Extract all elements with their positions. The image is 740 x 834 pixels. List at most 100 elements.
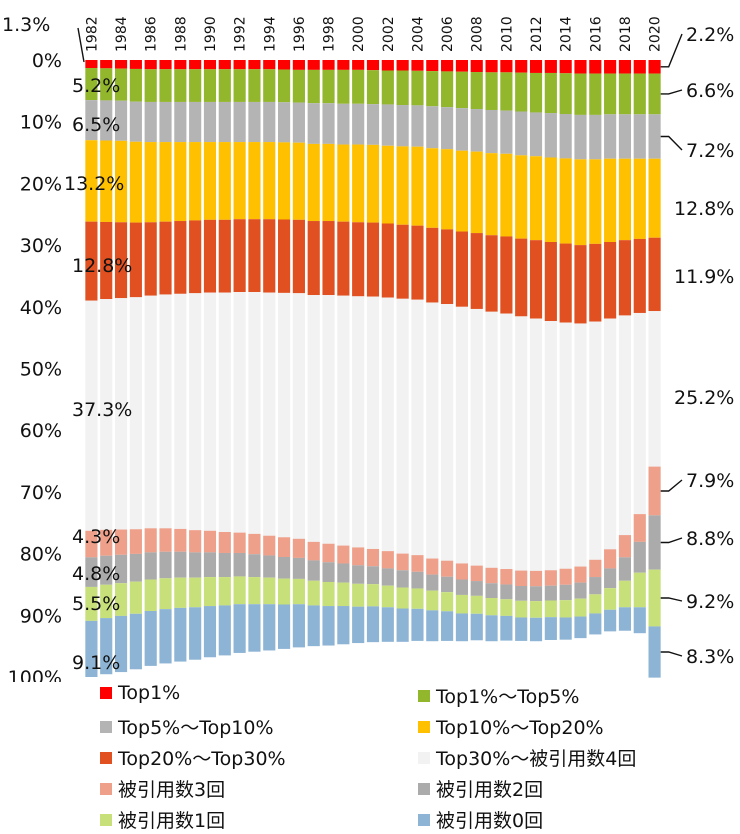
left-value-label: 4.8%	[72, 563, 120, 585]
bar-segment-1984-s2	[114, 100, 128, 141]
legend-label: Top30%～被引用数4回	[436, 748, 637, 770]
bar-segment-2018-s2	[618, 114, 632, 159]
x-tick-label: 2006	[440, 16, 456, 52]
legend-swatch	[100, 687, 112, 699]
bar-segment-1989-s0	[189, 60, 202, 70]
bar-segment-1994-s7	[263, 555, 276, 578]
bar-segment-2018-s4	[618, 240, 632, 316]
bar-segment-1987-s2	[159, 101, 172, 143]
legend-item: Top20%～Top30%	[100, 744, 286, 771]
right-value-label: 2.2%	[686, 24, 734, 46]
bar-segment-2002-s5	[381, 297, 394, 552]
bar-segment-2011-s0	[515, 60, 528, 73]
bar-segment-2012-s3	[529, 156, 543, 241]
bar-segment-2006-s2	[441, 107, 454, 150]
bar-segment-2011-s9	[515, 617, 528, 641]
bar-segment-1994-s4	[263, 219, 276, 293]
left-value-label: 6.5%	[72, 114, 120, 136]
bar-segment-1985-s4	[129, 222, 142, 298]
legend-swatch	[418, 751, 430, 764]
bar-segment-1995-s2	[278, 102, 291, 143]
bar-segment-2008-s1	[470, 72, 483, 110]
bar-segment-2015-s4	[574, 245, 587, 324]
bar-segment-2018-s8	[618, 580, 632, 608]
bar-segment-2017-s2	[604, 114, 617, 159]
bar-segment-2004-s1	[411, 70, 424, 106]
bar-segment-2007-s8	[455, 594, 468, 614]
legend-item: 被引用数0回	[418, 806, 543, 833]
bar-segment-1983-s8	[100, 584, 113, 619]
bar-segment-2010-s0	[500, 60, 513, 73]
bar-segment-1990-s7	[203, 552, 217, 578]
bar-segment-1994-s3	[263, 142, 276, 220]
x-tick-label: 2008	[470, 16, 486, 52]
bar-segment-2011-s6	[515, 570, 528, 586]
legend-label: 被引用数2回	[436, 779, 544, 801]
bar-segment-2016-s6	[589, 559, 602, 578]
leader-line-right	[660, 135, 683, 151]
left-value-label: 9.1%	[72, 652, 120, 674]
bar-segment-1983-s4	[100, 221, 113, 300]
bar-segment-1985-s1	[129, 68, 142, 102]
bar-segment-1998-s4	[322, 221, 335, 296]
bar-segment-2009-s7	[485, 583, 498, 599]
bar-segment-2014-s4	[559, 243, 572, 323]
bar-segment-2016-s9	[589, 613, 602, 635]
bar-segment-2000-s2	[352, 103, 365, 145]
bar-segment-1982-s3	[85, 140, 98, 222]
bar-segment-2008-s3	[470, 151, 483, 234]
bar-segment-1996-s7	[292, 557, 305, 579]
bar-segment-2016-s2	[589, 114, 602, 160]
bar-segment-2016-s1	[589, 73, 602, 115]
bar-segment-1992-s5	[233, 291, 246, 533]
bar-segment-2020-s0	[648, 60, 661, 74]
bar-segment-1989-s8	[189, 577, 202, 608]
bar-segment-2015-s9	[574, 616, 587, 639]
bar-segment-2009-s2	[485, 109, 498, 154]
bar-segment-1997-s5	[307, 295, 320, 542]
bar-segment-1990-s3	[203, 142, 217, 220]
bar-segment-1999-s0	[337, 60, 350, 70]
bar-segment-2004-s8	[411, 588, 424, 609]
bar-segment-1985-s7	[129, 553, 142, 582]
legend-label: Top5%～Top10%	[118, 717, 274, 739]
bar-segment-2003-s5	[396, 298, 409, 554]
bar-segment-1996-s3	[292, 142, 305, 220]
legend-swatch	[418, 720, 430, 733]
bar-segment-2007-s2	[455, 108, 468, 151]
bar-segment-1983-s1	[100, 68, 113, 101]
bar-segment-1986-s0	[144, 60, 157, 70]
bar-segment-1993-s0	[248, 60, 261, 70]
bar-segment-1994-s6	[263, 535, 276, 556]
bar-segment-1997-s3	[307, 143, 320, 222]
legend-item: 被引用数1回	[100, 806, 225, 833]
bar-segment-2007-s7	[455, 579, 468, 595]
legend-label: Top20%～Top30%	[118, 748, 286, 770]
bar-segment-1993-s2	[248, 101, 261, 143]
bar-segment-2002-s2	[381, 104, 394, 146]
bar-segment-2016-s5	[589, 321, 602, 560]
bar-segment-2000-s8	[352, 583, 365, 607]
legend-item: Top30%～被引用数4回	[418, 744, 636, 771]
bar-segment-2005-s8	[426, 590, 439, 611]
bar-segment-2020-s4	[648, 237, 661, 312]
bar-segment-2011-s8	[515, 600, 528, 618]
bar-segment-2002-s0	[381, 60, 394, 71]
bar-segment-1992-s9	[233, 604, 246, 653]
bar-segment-1986-s3	[144, 142, 157, 223]
bar-segment-2011-s4	[515, 238, 528, 317]
right-value-label: 11.9%	[674, 266, 734, 288]
bar-segment-2018-s6	[618, 535, 632, 558]
bar-segment-2006-s3	[441, 149, 454, 230]
y-tick-label: 70%	[20, 482, 62, 504]
bar-segment-2009-s9	[485, 615, 498, 642]
bar-segment-1988-s0	[174, 60, 187, 70]
bar-segment-1996-s6	[292, 538, 305, 558]
leader-line-right	[660, 651, 683, 657]
leader-line-right	[660, 537, 683, 544]
bar-segment-2017-s6	[604, 549, 617, 569]
bar-segment-2007-s6	[455, 563, 468, 580]
bar-segment-2015-s8	[574, 598, 587, 617]
bar-segment-1986-s1	[144, 69, 157, 102]
bar-segment-2018-s5	[618, 315, 632, 536]
